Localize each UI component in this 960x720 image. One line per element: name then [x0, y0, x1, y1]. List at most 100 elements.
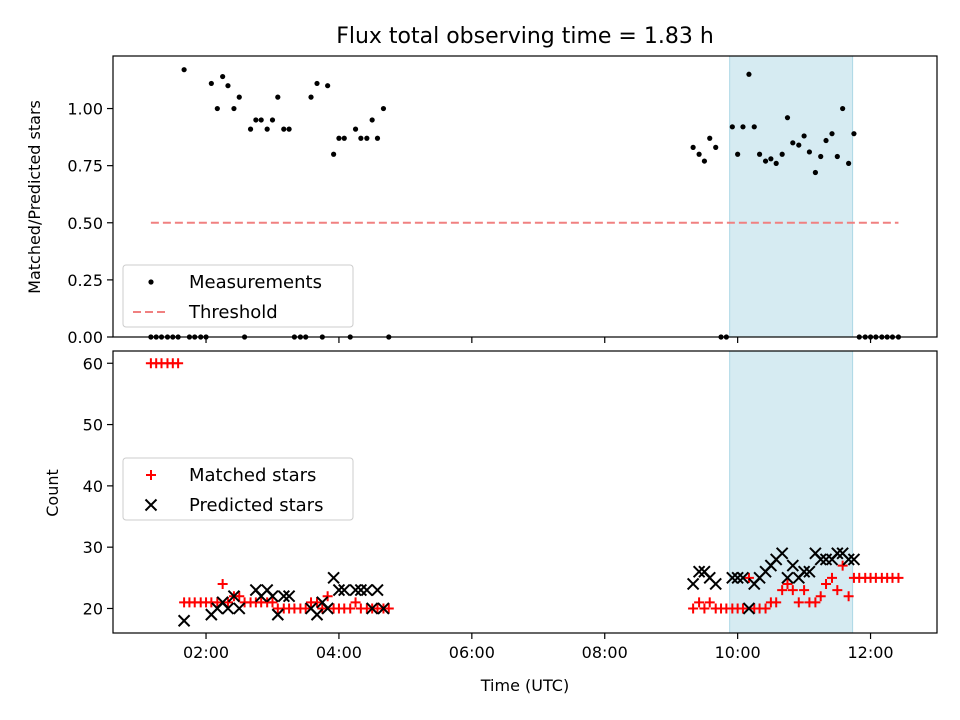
legend-predicted-stars-swatch-point-0 [144, 498, 158, 512]
matched-stars-point-46 [699, 603, 710, 614]
predicted-stars-point-21 [349, 583, 362, 597]
chart-title: Flux total observing time = 1.83 h [336, 24, 714, 49]
count-ytick-label-4: 60 [83, 354, 103, 373]
measurements-point-55 [751, 124, 757, 130]
measurements-point-69 [829, 131, 835, 137]
ratio-ticks: 0.00 0.25 0.50 0.75 1.00 [67, 100, 872, 347]
predicted-stars-point-18 [327, 571, 340, 585]
measurements-point-23 [275, 94, 281, 100]
matched-stars-point-59 [771, 597, 782, 608]
predicted-stars-point-28 [692, 565, 706, 578]
measurements-point-18 [247, 126, 254, 132]
measurements-point-38 [358, 135, 364, 141]
measurements-point-6 [181, 67, 187, 73]
measurements-point-66 [812, 169, 818, 176]
matched-stars-point-43 [383, 603, 394, 614]
matched-stars-point-71 [837, 560, 848, 571]
legend-matched-stars-label: Matched stars [189, 465, 316, 486]
predicted-stars-point-26 [377, 602, 390, 615]
count-ytick-label-2: 40 [83, 477, 103, 496]
measurements-point-24 [281, 126, 287, 132]
predicted-stars-point-54 [847, 553, 861, 566]
count-legend: Matched stars Predicted stars [122, 457, 354, 521]
count-panel: Count Time (UTC) 20 30 40 50 60 02:00 04:00 06:… [43, 350, 938, 695]
measurements-point-59 [773, 160, 779, 166]
count-series-predicted-stars [177, 547, 861, 627]
ratio-ytick-label-0: 0.00 [67, 328, 103, 347]
ratio-ytick-label-1: 0.25 [67, 271, 103, 290]
predicted-stars-point-31 [709, 577, 722, 591]
count-xtick-label-4: 10:00 [715, 643, 761, 662]
measurements-point-56 [756, 151, 763, 157]
measurements-point-22 [269, 117, 276, 123]
predicted-stars-point-10 [266, 590, 279, 603]
count-series-group [145, 358, 904, 627]
predicted-stars-point-12 [277, 590, 290, 603]
measurements-point-37 [352, 126, 359, 132]
predicted-stars-point-33 [731, 571, 744, 585]
predicted-stars-point-0 [177, 614, 191, 627]
ratio-y-axis-label: Matched/Predicted stars [25, 100, 44, 294]
measurements-point-58 [768, 156, 774, 162]
count-ytick-label-0: 20 [83, 599, 103, 618]
measurements-point-34 [336, 135, 342, 141]
measurements-point-53 [740, 124, 746, 130]
ratio-ytick-label-2: 0.50 [67, 214, 103, 233]
matched-stars-point-70 [832, 585, 843, 596]
matched-stars-point-61 [782, 578, 793, 589]
measurements-point-12 [214, 105, 220, 112]
predicted-stars-point-25 [371, 583, 384, 597]
measurements-point-52 [735, 151, 741, 157]
measurements-point-63 [796, 142, 802, 148]
measurements-point-54 [746, 71, 752, 77]
measurements-point-45 [696, 151, 702, 157]
predicted-stars-point-46 [803, 565, 816, 578]
legend-measurements-swatch-point-0 [148, 279, 154, 285]
count-y-axis-label: Count [43, 469, 62, 517]
predicted-stars-point-43 [786, 559, 800, 572]
predicted-stars-point-15 [310, 608, 324, 621]
predicted-stars-point-5 [227, 590, 241, 603]
measurements-point-51 [729, 124, 735, 130]
measurements-point-71 [840, 105, 846, 112]
measurements-point-61 [784, 115, 791, 121]
measurements-point-62 [790, 140, 796, 146]
measurements-point-39 [364, 135, 370, 141]
count-xtick-label-0: 02:00 [183, 643, 229, 662]
ratio-legend-box [122, 264, 354, 328]
ratio-ytick-label-3: 0.75 [67, 157, 103, 176]
predicted-stars-point-20 [338, 583, 351, 597]
measurements-point-16 [236, 94, 242, 100]
matched-stars-point-22 [267, 597, 278, 608]
measurements-point-72 [846, 160, 852, 166]
measurements-point-44 [690, 144, 696, 150]
measurements-point-29 [308, 94, 314, 100]
x-axis-label: Time (UTC) [480, 676, 569, 695]
ratio-series-group [148, 67, 902, 340]
measurements-point-65 [806, 149, 813, 155]
count-ticks: 20 30 40 50 60 02:00 04:00 06:00 08:00 10:00 12:00 [83, 354, 894, 662]
count-xtick-label-5: 12:00 [847, 643, 893, 662]
measurements-point-40 [369, 117, 375, 123]
predicted-stars-point-19 [332, 583, 346, 597]
matched-stars-point-68 [821, 578, 832, 589]
measurements-point-33 [331, 151, 337, 157]
matched-stars-point-81 [893, 572, 904, 583]
measurements-point-15 [231, 105, 237, 112]
measurements-point-70 [834, 153, 840, 160]
matched-stars-point-44 [688, 603, 699, 614]
matched-stars-point-31 [317, 603, 328, 614]
measurements-point-68 [823, 137, 829, 144]
matched-stars-point-69 [827, 572, 838, 583]
predicted-stars-point-32 [726, 571, 739, 585]
count-ytick-label-1: 30 [83, 538, 103, 557]
predicted-stars-point-23 [360, 583, 374, 597]
matched-stars-point-54 [743, 572, 754, 583]
measurements-point-41 [374, 135, 381, 141]
measurements-point-20 [258, 117, 264, 123]
predicted-stars-point-4 [221, 602, 235, 615]
count-xtick-label-3: 08:00 [582, 643, 628, 662]
measurements-point-42 [380, 105, 387, 112]
matched-stars-point-30 [312, 597, 323, 608]
